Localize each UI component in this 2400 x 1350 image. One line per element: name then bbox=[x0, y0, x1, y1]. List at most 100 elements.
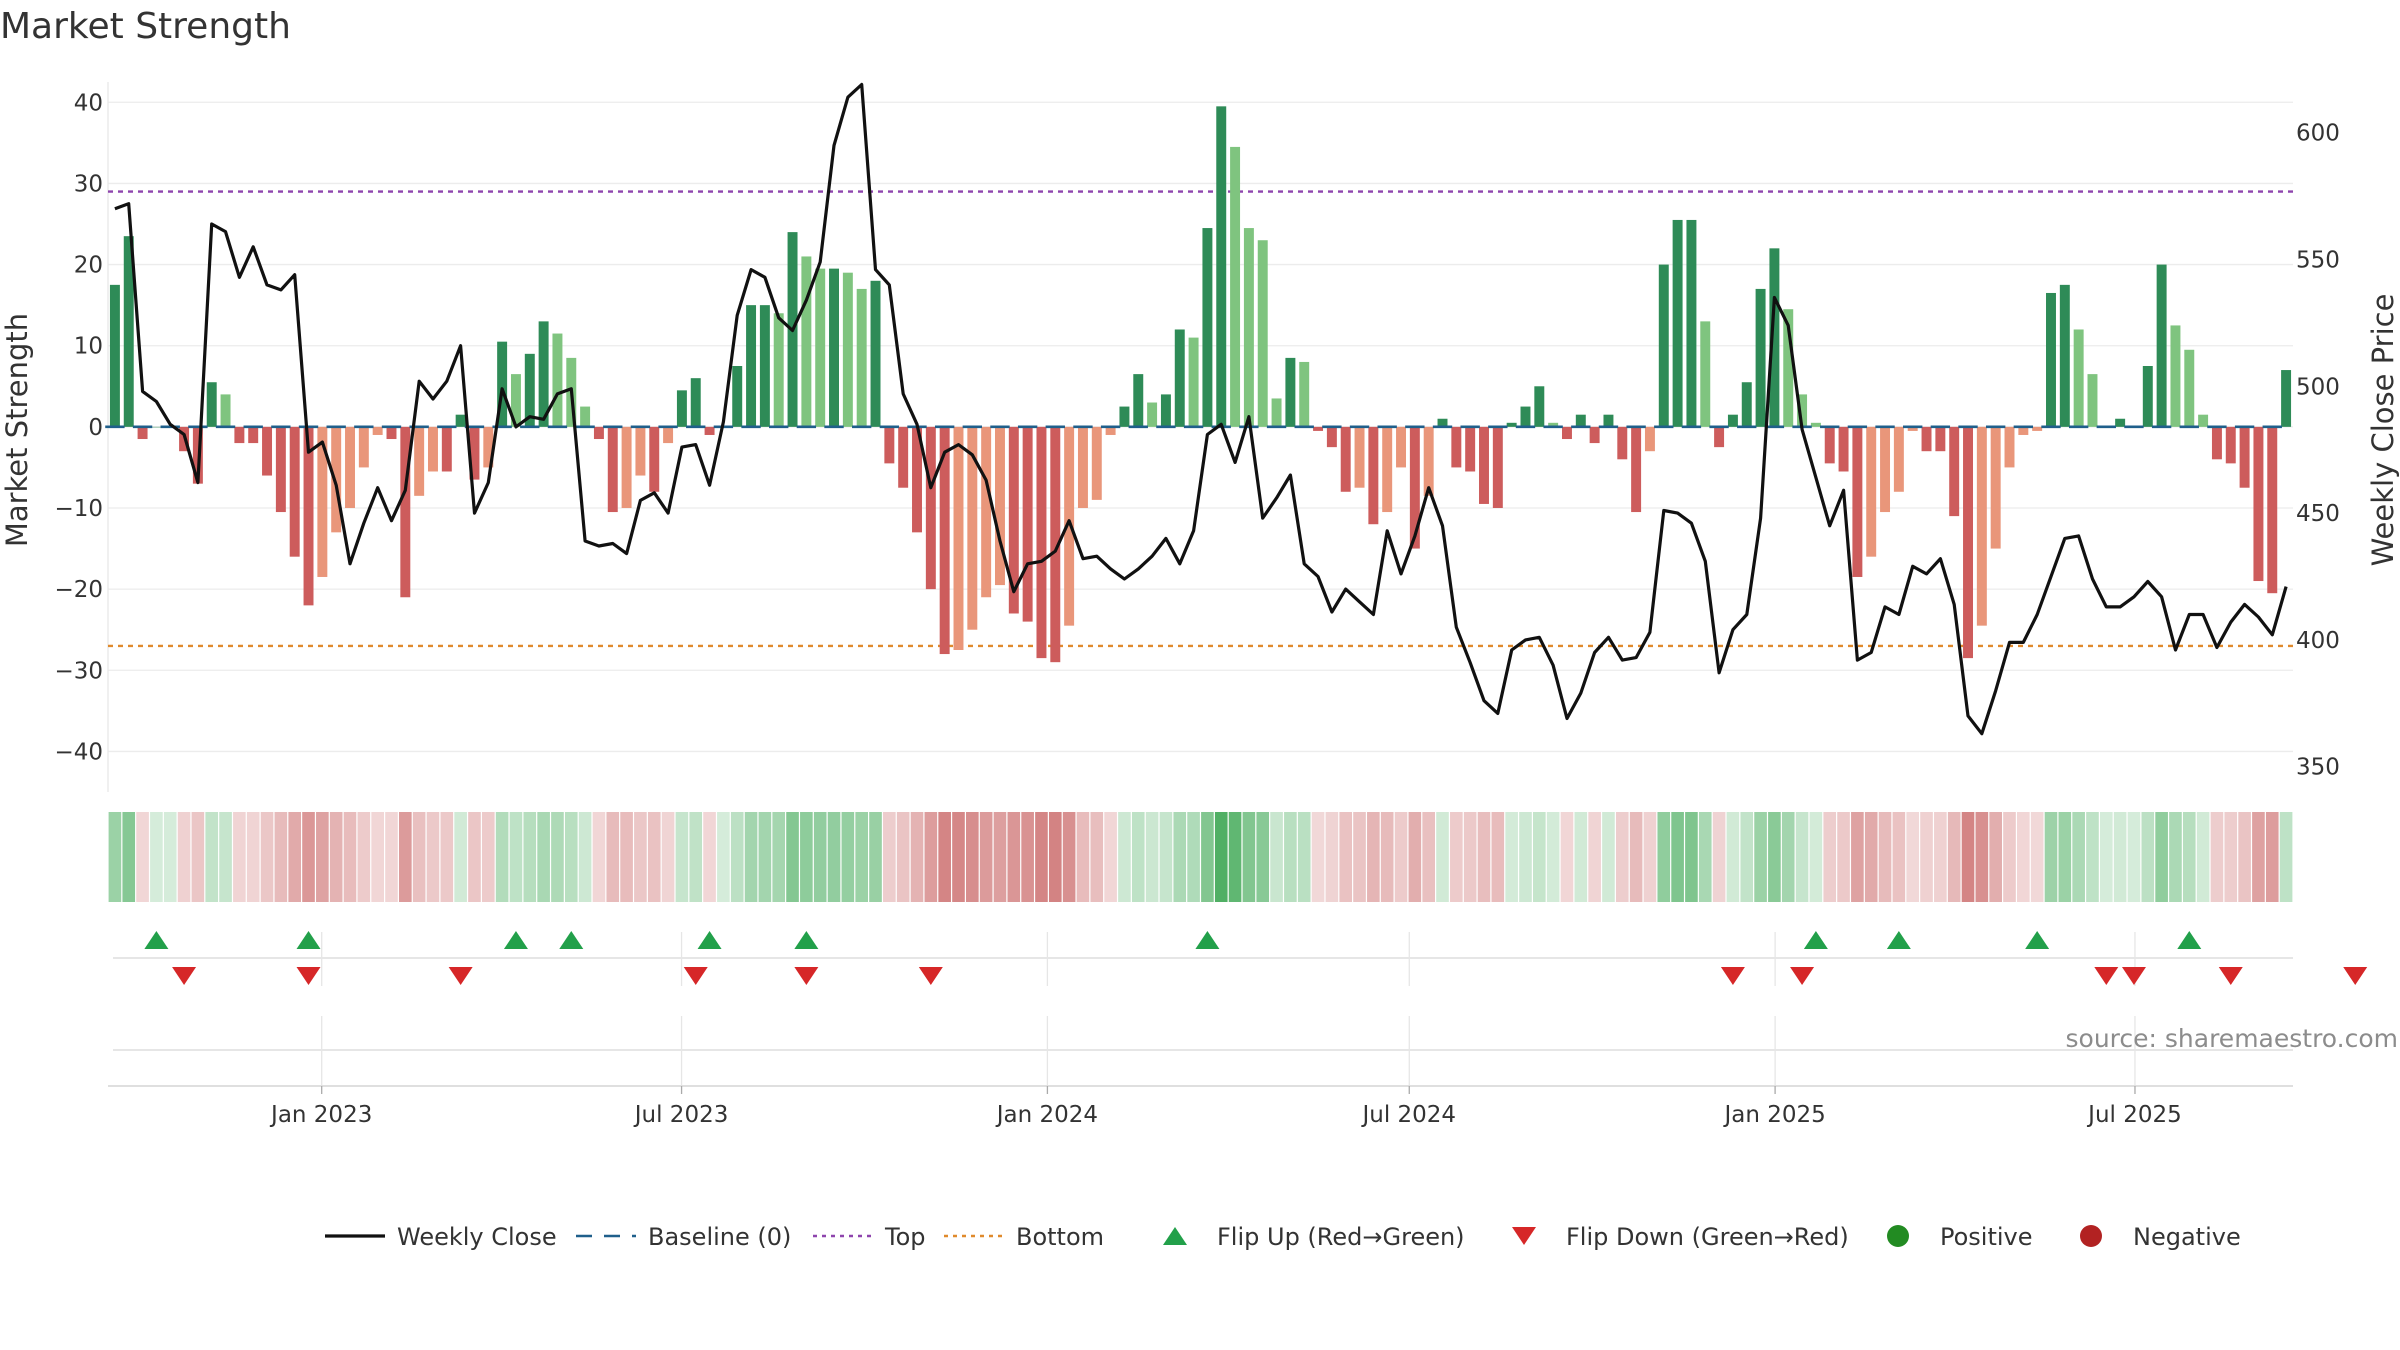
legend-label: Bottom bbox=[1016, 1223, 1104, 1251]
strength-bar bbox=[1520, 406, 1531, 427]
strength-bar bbox=[1451, 426, 1462, 468]
heat-cell bbox=[1519, 812, 1532, 902]
x-tick-label: Jul 2025 bbox=[2086, 1102, 2182, 1128]
heat-cell bbox=[454, 812, 467, 902]
flip-up-marker bbox=[2177, 931, 2202, 949]
strength-bar bbox=[607, 426, 618, 513]
strength-bar bbox=[248, 426, 259, 444]
strength-bar bbox=[289, 426, 300, 557]
heat-cell bbox=[1837, 812, 1850, 902]
y-tick-label: 30 bbox=[74, 171, 103, 197]
flip-down-marker bbox=[172, 967, 197, 985]
heat-cell bbox=[2030, 812, 2044, 902]
strength-bar bbox=[1160, 394, 1171, 427]
heat-cell bbox=[772, 812, 786, 902]
strength-bar bbox=[275, 426, 286, 513]
heat-cell bbox=[993, 812, 1007, 902]
heat-cell bbox=[2155, 812, 2168, 902]
flip-down-marker bbox=[2343, 967, 2368, 985]
source-note: source: sharemaestro.com bbox=[2066, 1024, 2399, 1053]
strength-bar bbox=[981, 426, 992, 598]
heat-cell bbox=[1754, 812, 1767, 902]
strength-bar bbox=[2115, 418, 2126, 427]
heat-cell bbox=[1270, 812, 1283, 902]
strength-bar bbox=[2032, 426, 2043, 431]
chart-title: Market Strength bbox=[0, 6, 291, 47]
heat-cell bbox=[1546, 812, 1560, 902]
strength-bar bbox=[1880, 426, 1891, 513]
strength-bar bbox=[469, 426, 480, 480]
heat-cell bbox=[1007, 812, 1021, 902]
strength-bar bbox=[137, 426, 148, 440]
strength-bar bbox=[1866, 426, 1877, 557]
strength-bar bbox=[1644, 426, 1655, 452]
strength-bar bbox=[1755, 288, 1766, 427]
strength-bar bbox=[1479, 426, 1489, 504]
strength-bar bbox=[1008, 426, 1019, 614]
heat-cell bbox=[2141, 812, 2155, 902]
heat-cell bbox=[592, 812, 606, 902]
heat-cell bbox=[1781, 812, 1795, 902]
strength-bar bbox=[953, 426, 964, 650]
strength-bar bbox=[2156, 264, 2167, 427]
heat-cell bbox=[1823, 812, 1837, 902]
strength-bar bbox=[939, 426, 950, 655]
strength-bar bbox=[1949, 426, 1960, 517]
heat-cell bbox=[150, 812, 163, 902]
weekly-close-line bbox=[114, 82, 2288, 736]
strength-bar bbox=[815, 268, 826, 427]
strength-bar bbox=[206, 382, 217, 427]
heat-cell bbox=[219, 812, 232, 902]
flip-up-marker bbox=[296, 931, 321, 949]
heat-cell bbox=[647, 812, 661, 902]
heat-cell bbox=[537, 812, 550, 902]
heat-cell bbox=[1906, 812, 1920, 902]
y-tick-label: 0 bbox=[88, 415, 103, 441]
flip-down-marker bbox=[2218, 967, 2243, 985]
strength-bar bbox=[2225, 426, 2236, 464]
strength-bar bbox=[1409, 426, 1420, 549]
flip-down-marker bbox=[683, 967, 708, 985]
strength-bar bbox=[1147, 402, 1158, 427]
strength-bar bbox=[1893, 426, 1904, 492]
heat-cell bbox=[1671, 812, 1684, 902]
strength-bar bbox=[2142, 366, 2153, 427]
heat-cell bbox=[703, 812, 716, 902]
heat-cell bbox=[1989, 812, 2002, 902]
heat-cell bbox=[1961, 812, 1975, 902]
heat-cell bbox=[108, 812, 122, 902]
strength-bar bbox=[1990, 426, 2001, 549]
heat-cell bbox=[1629, 812, 1643, 902]
heat-cell bbox=[1975, 812, 1989, 902]
heat-cell bbox=[841, 812, 855, 902]
strength-bar bbox=[1741, 382, 1752, 427]
heat-cell bbox=[1864, 812, 1878, 902]
flip-down-marker bbox=[794, 967, 819, 985]
strength-bar bbox=[2198, 414, 2209, 427]
heat-cell bbox=[2003, 812, 2016, 902]
flip-up-marker bbox=[2025, 931, 2050, 949]
strength-bar bbox=[1769, 248, 1780, 427]
strength-bar bbox=[2211, 426, 2222, 460]
legend-label: Baseline (0) bbox=[648, 1223, 791, 1251]
heat-cell bbox=[371, 812, 384, 902]
strength-bar bbox=[801, 256, 812, 427]
flip-down-marker bbox=[448, 967, 473, 985]
strength-bar bbox=[967, 426, 978, 630]
y-axis-title: Market Strength bbox=[0, 313, 34, 547]
heat-cell bbox=[1104, 812, 1117, 902]
heat-cell bbox=[1795, 812, 1809, 902]
heat-cell bbox=[2044, 812, 2058, 902]
heat-cell bbox=[2182, 812, 2196, 902]
heat-cell bbox=[883, 812, 896, 902]
strength-bar bbox=[220, 394, 231, 427]
heat-cell bbox=[1657, 812, 1671, 902]
strength-bar bbox=[1077, 426, 1088, 508]
flip-up-marker bbox=[1886, 931, 1911, 949]
strength-bar bbox=[1202, 228, 1213, 427]
heat-cell bbox=[564, 812, 578, 902]
heat-cell bbox=[1353, 812, 1366, 902]
heat-cell bbox=[122, 812, 136, 902]
heat-cell bbox=[1242, 812, 1256, 902]
flip-down-marker bbox=[2121, 967, 2146, 985]
